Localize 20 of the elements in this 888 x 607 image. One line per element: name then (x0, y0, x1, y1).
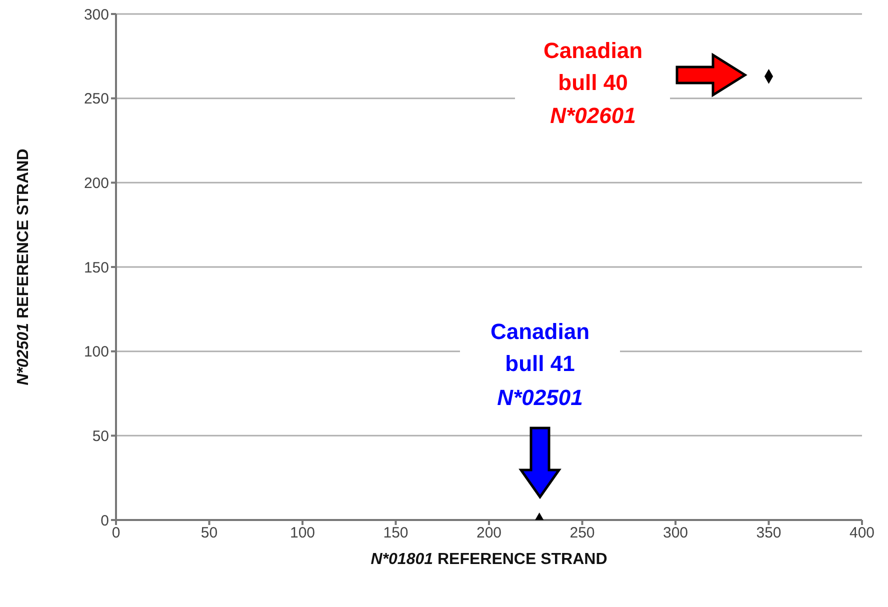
y-tick-label: 100 (84, 344, 109, 361)
x-tick-label: 400 (849, 524, 875, 542)
x-tick-label: 150 (383, 524, 408, 542)
x-tick-label: 250 (570, 524, 595, 542)
x-tick-label: 0 (112, 524, 120, 542)
x-tick-label: 50 (200, 524, 218, 542)
y-tick-label: 150 (84, 259, 109, 276)
y-tick-label: 50 (92, 428, 109, 445)
y-tick-label: 250 (84, 90, 109, 108)
y-tick-label: 300 (84, 6, 109, 24)
y-tick-label: 200 (84, 174, 109, 192)
x-axis-title: N*01801 REFERENCE STRAND (370, 551, 608, 568)
x-tick-label: 350 (756, 524, 782, 542)
x-tick-label: 300 (662, 524, 688, 542)
annotation: Canadian bull 41 N*02501 (490, 319, 590, 410)
x-tick-label: 100 (290, 524, 316, 542)
annotation: Canadian bull 40 N*02601 (543, 38, 643, 128)
y-tick-label: 0 (100, 512, 109, 530)
x-tick-label: 200 (476, 524, 502, 542)
y-axis-title: N*02501 REFERENCE STRAND (15, 148, 32, 386)
